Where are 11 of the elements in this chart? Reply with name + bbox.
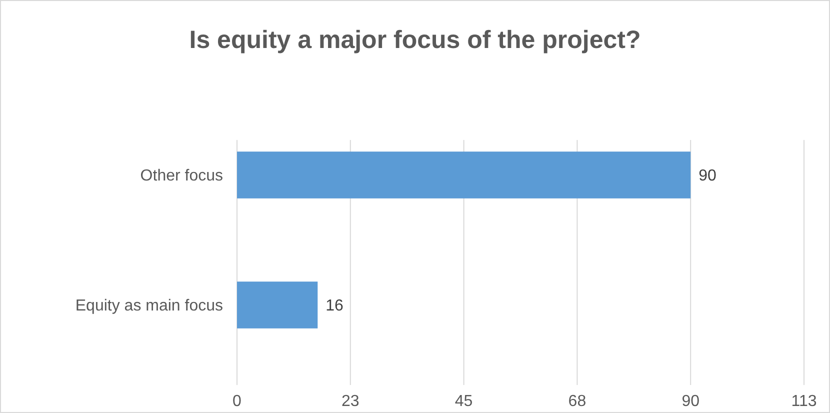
x-tick-label: 23: [342, 393, 360, 410]
y-tick-label: Other focus: [140, 168, 223, 185]
x-tick-label: 0: [232, 393, 242, 410]
data-label: 16: [326, 298, 344, 315]
x-tick-label: 113: [791, 393, 817, 410]
x-tick-label: 90: [682, 393, 700, 410]
y-tick-label: Equity as main focus: [75, 298, 223, 315]
x-tick-label: 45: [454, 393, 473, 410]
data-label: 90: [698, 168, 716, 185]
chart-title: Is equity a major focus of the project?: [189, 26, 641, 54]
x-tick-label: 68: [568, 393, 586, 410]
